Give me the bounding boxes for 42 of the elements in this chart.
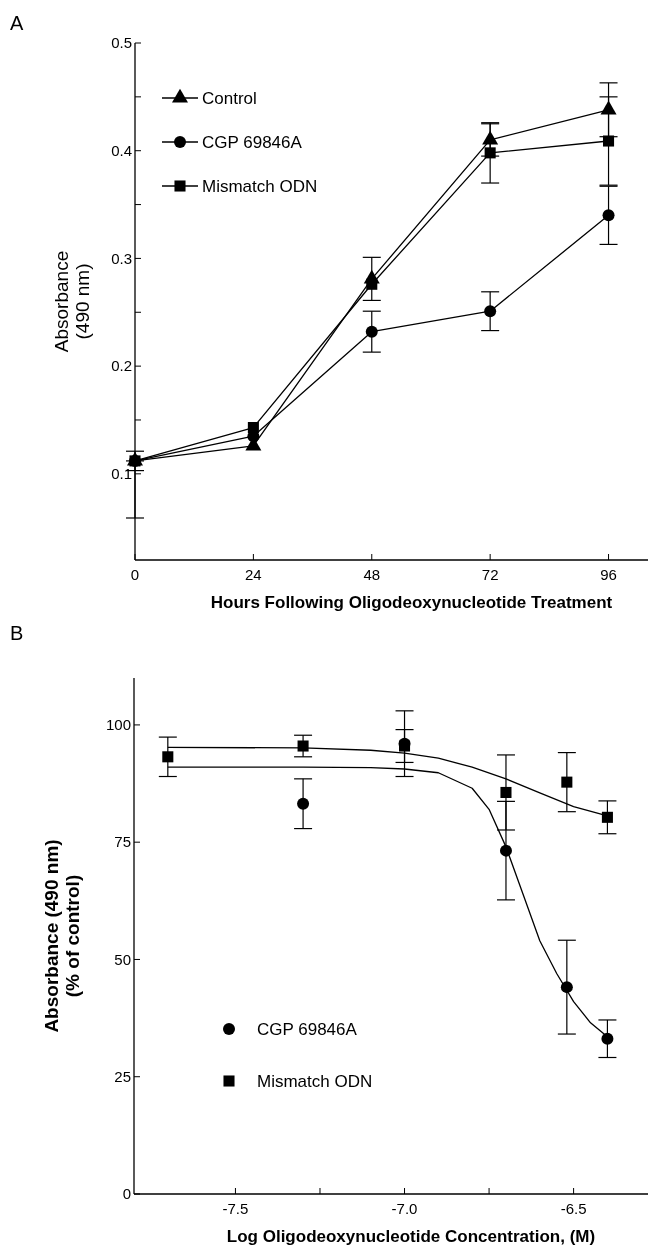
legend-label: CGP 69846A bbox=[202, 132, 303, 152]
y-axis-title: Absorbance (490 nm) bbox=[50, 250, 94, 353]
y-tick-label: 0 bbox=[122, 1185, 131, 1203]
y-axis-title: Absorbance (490 nm) (% of control) bbox=[40, 839, 84, 1033]
point bbox=[247, 421, 259, 434]
legend-label: CGP 69846A bbox=[257, 1019, 358, 1039]
x-tick-label: 24 bbox=[245, 566, 262, 583]
legend-label: Mismatch ODN bbox=[257, 1071, 373, 1091]
y-tick-label: 75 bbox=[114, 833, 131, 851]
point bbox=[484, 305, 497, 318]
x-tick-label: -6.5 bbox=[560, 1200, 587, 1217]
x-tick-label: 96 bbox=[600, 566, 617, 583]
point bbox=[366, 278, 378, 290]
y-tick-label: 25 bbox=[114, 1067, 131, 1085]
point bbox=[561, 776, 573, 788]
x-tick-label: 48 bbox=[363, 566, 381, 583]
chart-title: A bbox=[10, 12, 24, 34]
x-tick-label: -7.5 bbox=[222, 1200, 249, 1217]
point bbox=[297, 740, 309, 752]
x-tick-label: 72 bbox=[481, 566, 499, 583]
point bbox=[602, 209, 615, 222]
x-axis-title: Hours Following Oligodeoxynucleotide Treatment bbox=[210, 593, 613, 612]
legend-label: Mismatch ODN bbox=[202, 176, 318, 196]
y-tick-label: 50 bbox=[114, 950, 131, 968]
point bbox=[603, 135, 615, 147]
point bbox=[500, 786, 512, 798]
point bbox=[601, 811, 613, 823]
point bbox=[484, 147, 496, 159]
chart-title: B bbox=[10, 622, 24, 644]
point bbox=[162, 751, 174, 763]
y-tick-label: 100 bbox=[105, 716, 131, 734]
legend-label: Control bbox=[202, 88, 257, 108]
y-tick-label: 0.4 bbox=[111, 141, 132, 159]
point bbox=[365, 325, 378, 338]
y-tick-label: 0.2 bbox=[111, 357, 132, 375]
point bbox=[601, 1032, 614, 1045]
x-tick-label: -7.0 bbox=[391, 1200, 418, 1217]
x-axis-title: Log Oligodeoxynucleotide Concentration, (M) bbox=[226, 1227, 596, 1246]
y-tick-label: 0.3 bbox=[111, 249, 132, 267]
point bbox=[297, 797, 310, 810]
point bbox=[129, 455, 141, 467]
y-tick-label: 0.5 bbox=[111, 34, 132, 52]
